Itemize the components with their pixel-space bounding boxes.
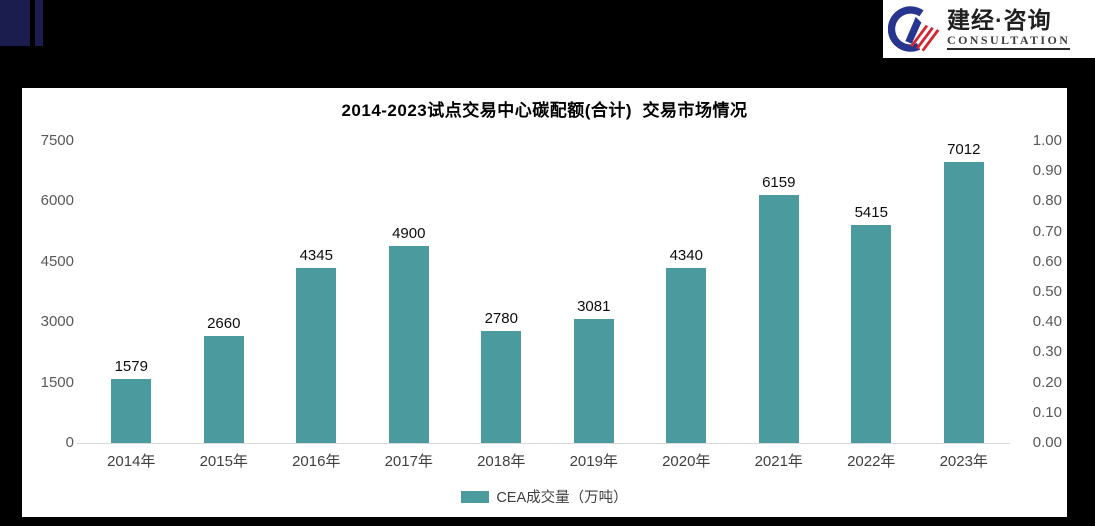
bar — [573, 318, 614, 443]
bar-value-label: 3081 — [577, 297, 611, 315]
x-axis-label: 2017年 — [384, 453, 433, 470]
company-logo: 建经·咨询 CONSULTATION — [883, 0, 1095, 58]
bar — [203, 335, 244, 443]
logo-text: 建经·咨询 CONSULTATION — [947, 7, 1071, 50]
x-axis-label: 2020年 — [662, 453, 711, 470]
bar-value-label: 6159 — [762, 174, 796, 191]
y-tick-right: 0.70 — [1032, 222, 1062, 240]
x-axis-label: 2014年 — [107, 453, 156, 470]
y-tick-left: 6000 — [40, 192, 74, 210]
bar-slot: 6159 — [733, 141, 826, 443]
bar — [666, 268, 707, 443]
bar-value-label: 4340 — [669, 247, 703, 265]
y-axis-left: 0 1500 3000 4500 6000 7500 — [30, 132, 74, 451]
legend: CEA成交量（万吨） — [22, 486, 1067, 507]
bar-slot: 7012 — [918, 141, 1011, 443]
bar-value-label: 4345 — [299, 247, 333, 265]
y-axis-right: 0.00 0.10 0.20 0.30 0.40 0.50 0.60 0.70 0.80 0.90… — [1024, 132, 1062, 451]
bar-value-label: 1579 — [114, 358, 148, 376]
x-axis-label: 2018年 — [477, 453, 526, 470]
x-axis-label: 2021年 — [754, 453, 803, 470]
chart-title: 2014-2023试点交易中心碳配额(合计) 交易市场情况 — [341, 101, 748, 120]
bar-slot: 4340 — [640, 141, 733, 443]
bar — [851, 224, 892, 443]
bar-value-label: 4900 — [392, 224, 426, 242]
y-tick-right: 1.00 — [1032, 132, 1062, 149]
y-tick-left: 0 — [65, 434, 74, 451]
bar-value-label: 7012 — [947, 141, 981, 158]
bar — [296, 268, 337, 443]
x-axis-label: 2016年 — [292, 453, 341, 470]
x-axis-label: 2022年 — [847, 453, 896, 470]
y-tick-right: 0.20 — [1032, 373, 1062, 391]
y-tick-right: 0.50 — [1032, 283, 1062, 300]
bar-value-label: 2660 — [207, 314, 241, 332]
bar-value-label: 2780 — [484, 310, 518, 328]
bar-slot: 4900 — [363, 141, 456, 443]
deco-rect-large — [0, 0, 30, 46]
bar-value-label: 5415 — [854, 203, 888, 221]
deco-rect-small — [35, 0, 43, 46]
legend-swatch — [461, 490, 490, 503]
legend-label: CEA成交量（万吨） — [496, 490, 628, 506]
bar-slot: 4345 — [270, 141, 363, 443]
x-axis-label: 2019年 — [569, 453, 618, 470]
bar-slot: 5415 — [825, 141, 918, 443]
y-tick-right: 0.90 — [1032, 162, 1062, 180]
y-tick-left: 4500 — [40, 252, 74, 270]
y-tick-left: 3000 — [40, 313, 74, 331]
plot-area: 1579 2660 4345 4900 2780 3081 4340 6159 5415 7012 — [85, 141, 1010, 443]
y-tick-right: 0.60 — [1032, 252, 1062, 270]
x-axis-label: 2023年 — [939, 453, 988, 470]
bar-slot: 2660 — [178, 141, 271, 443]
x-axis-line — [77, 443, 1010, 444]
bar — [111, 379, 152, 443]
logo-name-en: CONSULTATION — [947, 34, 1071, 50]
bar-slot: 3081 — [548, 141, 641, 443]
y-tick-left: 7500 — [40, 132, 74, 149]
bar-slot: 2780 — [455, 141, 548, 443]
x-axis-labels: 2014年 2015年 2016年 2017年 2018年 2019年 2020年 2021年… — [85, 450, 1010, 471]
y-tick-right: 0.10 — [1032, 403, 1062, 421]
y-tick-right: 0.80 — [1032, 192, 1062, 210]
y-tick-right: 0.40 — [1032, 313, 1062, 331]
y-tick-right: 0.00 — [1032, 434, 1062, 451]
logo-emblem-icon — [888, 6, 940, 52]
y-tick-right: 0.30 — [1032, 343, 1062, 361]
chart-card: 2014-2023试点交易中心碳配额(合计) 交易市场情况 0 1500 3000 4… — [22, 88, 1067, 517]
bar-slot: 1579 — [85, 141, 178, 443]
bar — [388, 245, 429, 443]
bar — [758, 195, 799, 443]
x-axis-label: 2015年 — [199, 453, 248, 470]
y-tick-left: 1500 — [40, 373, 74, 391]
bar — [943, 162, 984, 443]
logo-name-cn: 建经·咨询 — [947, 7, 1052, 34]
bar — [481, 331, 522, 443]
bars-row: 1579 2660 4345 4900 2780 3081 4340 6159 5415 7012 — [85, 141, 1010, 443]
